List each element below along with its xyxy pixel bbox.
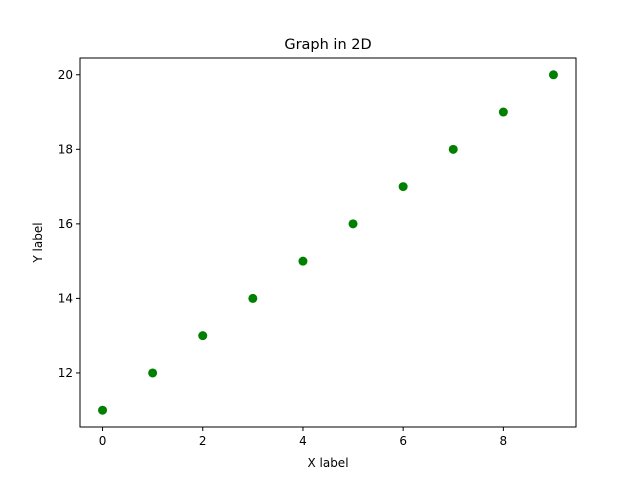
x-tick-label: 2 [199, 434, 207, 448]
data-point [248, 293, 258, 303]
x-axis-label: X label [307, 456, 348, 470]
data-point [548, 70, 558, 80]
x-tick-label: 4 [299, 434, 307, 448]
data-point [398, 182, 408, 192]
y-tick-label: 18 [58, 142, 73, 156]
y-axis-ticks: 12 14 16 18 20 [58, 68, 80, 380]
y-axis-label: Y label [31, 222, 45, 263]
x-tick-label: 6 [399, 434, 407, 448]
data-point [448, 144, 458, 154]
chart-title: Graph in 2D [284, 37, 371, 53]
y-tick-label: 12 [58, 366, 73, 380]
y-tick-label: 16 [58, 217, 73, 231]
data-point [498, 107, 508, 117]
data-point [98, 405, 108, 415]
y-tick-label: 20 [58, 68, 73, 82]
x-tick-label: 8 [500, 434, 508, 448]
axes-frame [79, 57, 577, 428]
y-tick-label: 14 [58, 291, 73, 305]
data-points [98, 70, 558, 415]
x-axis-ticks: 0 2 4 6 8 [99, 427, 507, 448]
data-point [148, 368, 158, 378]
data-point [298, 256, 308, 266]
x-tick-label: 0 [99, 434, 107, 448]
data-point [348, 219, 358, 229]
plot-area [79, 57, 577, 428]
data-point [198, 331, 208, 341]
